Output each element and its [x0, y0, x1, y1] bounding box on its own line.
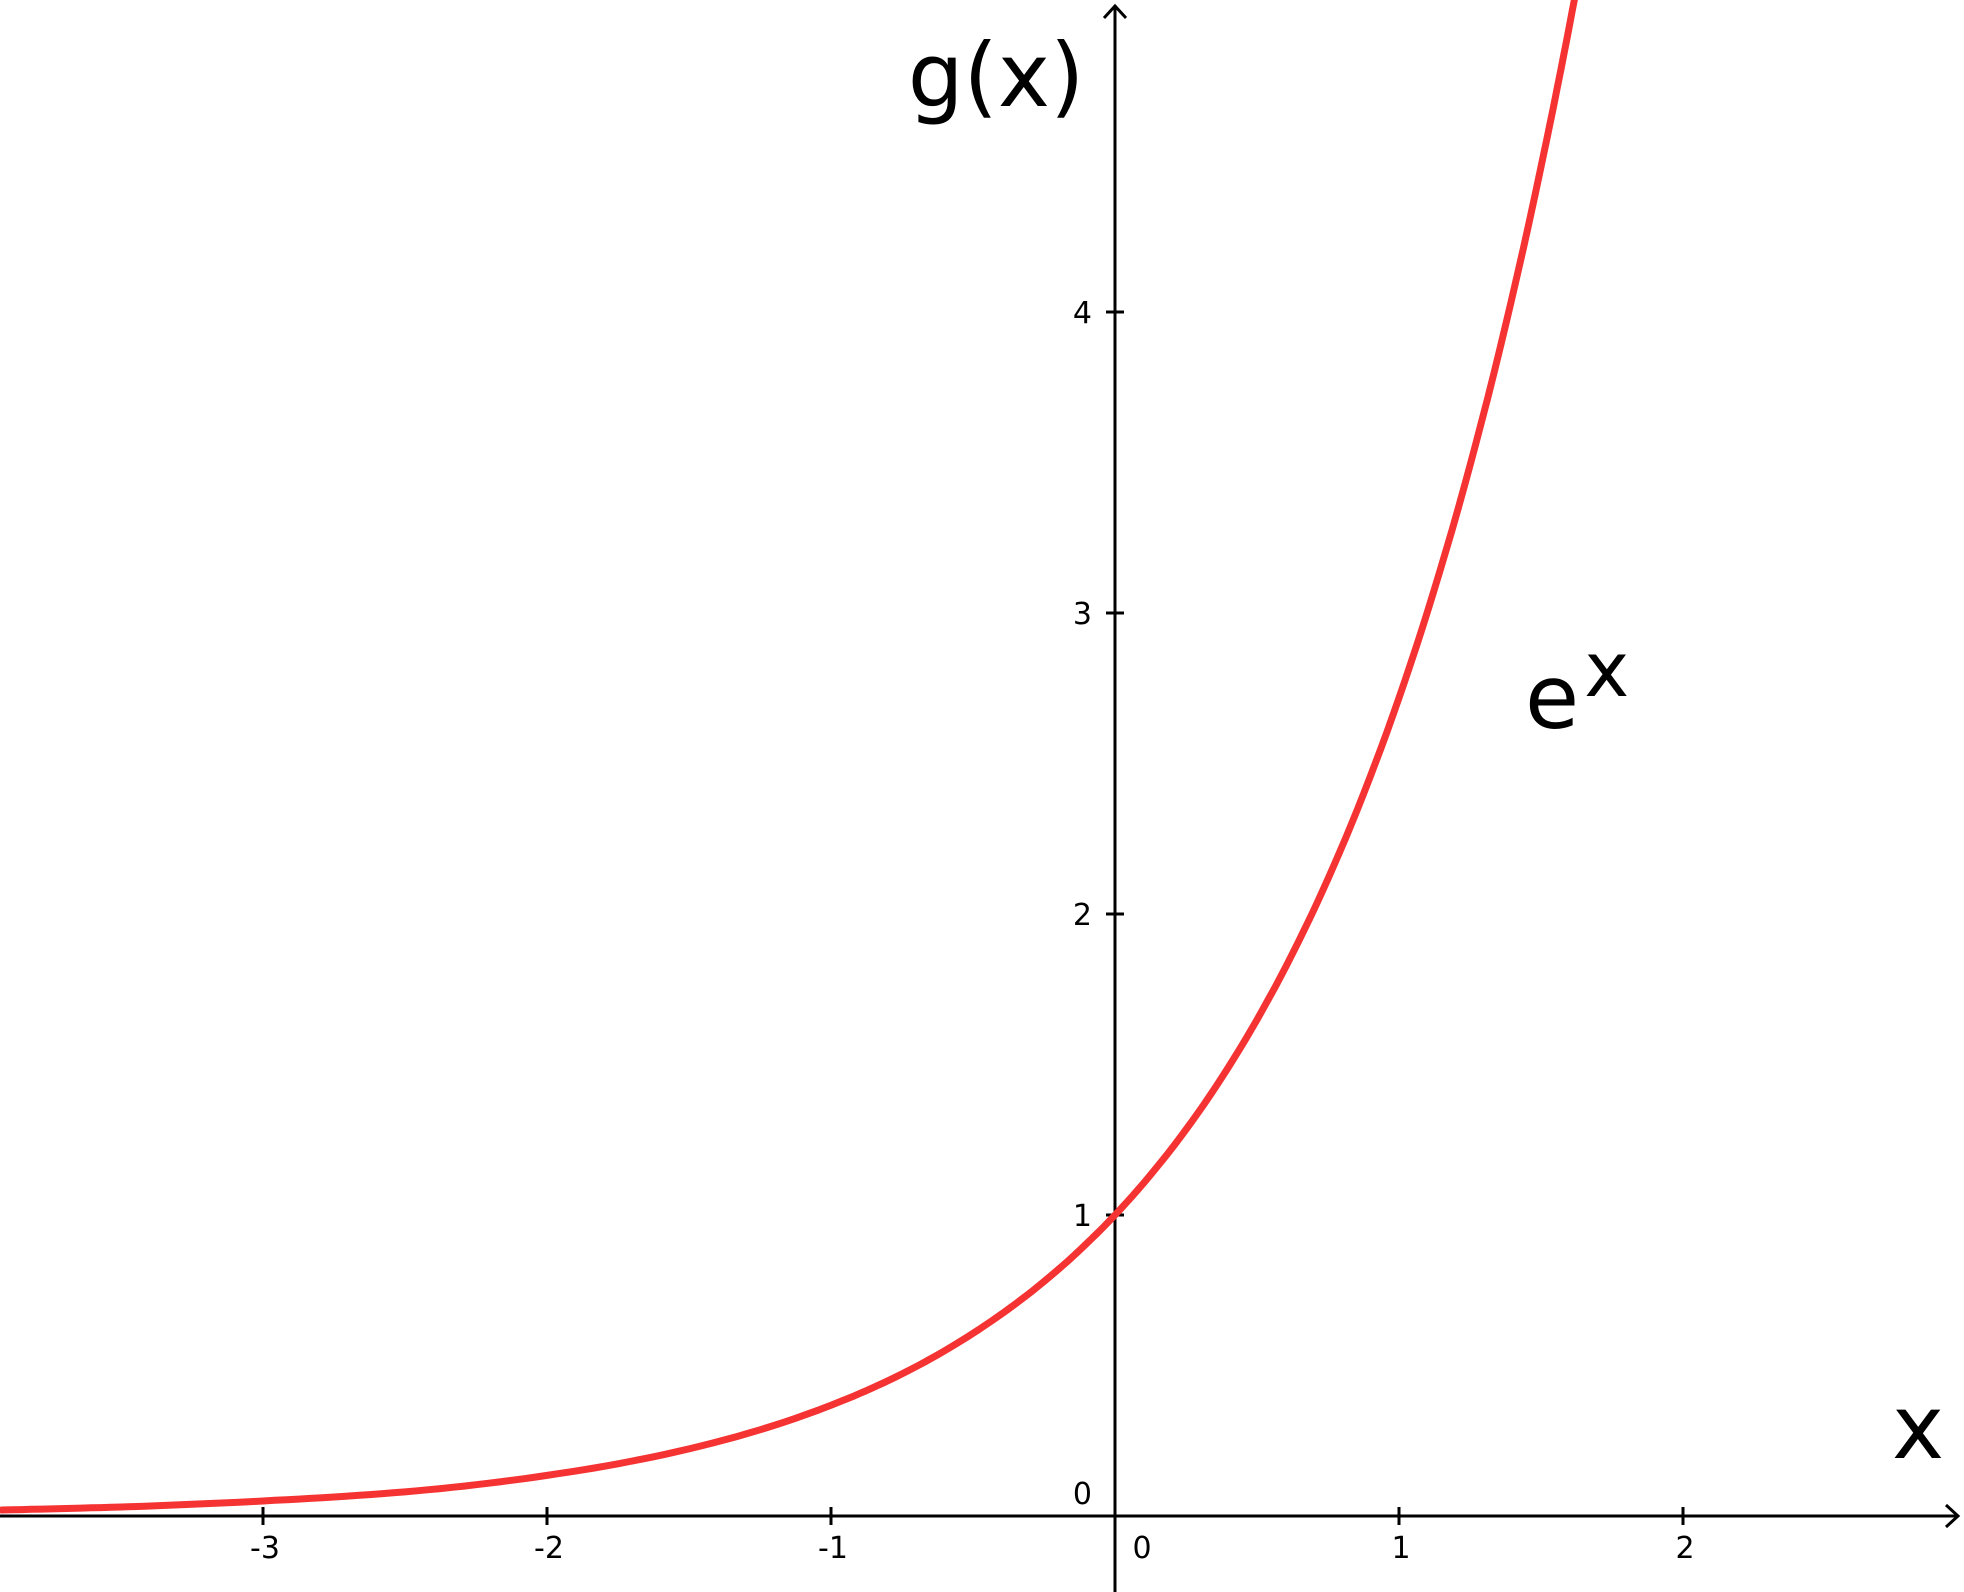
ticks-layer: -3 -2 -1 0 1 2 0 1 2 3 4: [250, 296, 1695, 1566]
y-tick-label: 1: [1073, 1199, 1092, 1234]
x-tick-label: -2: [534, 1531, 564, 1566]
y-tick-label: 4: [1073, 296, 1092, 331]
series-line-exp: [0, 0, 1578, 1514]
y-tick-label: 0: [1073, 1477, 1092, 1512]
x-tick-label: 1: [1391, 1531, 1410, 1566]
x-tick-label: 0: [1132, 1531, 1151, 1566]
x-axis-arrow: [1944, 1503, 1961, 1529]
curve-label-base: e: [1525, 646, 1579, 749]
x-axis-title: x: [1892, 1376, 1944, 1479]
x-tick-label: -1: [818, 1531, 848, 1566]
curve-label: e x: [1525, 625, 1629, 749]
y-axis-arrow: [1102, 3, 1128, 20]
y-axis-title: g(x): [908, 24, 1085, 127]
x-tick-label: 2: [1675, 1531, 1694, 1566]
y-tick-label: 3: [1073, 597, 1092, 632]
curve-label-exponent: x: [1584, 625, 1629, 714]
y-tick-label: 2: [1073, 898, 1092, 933]
x-tick-label: -3: [250, 1531, 280, 1566]
